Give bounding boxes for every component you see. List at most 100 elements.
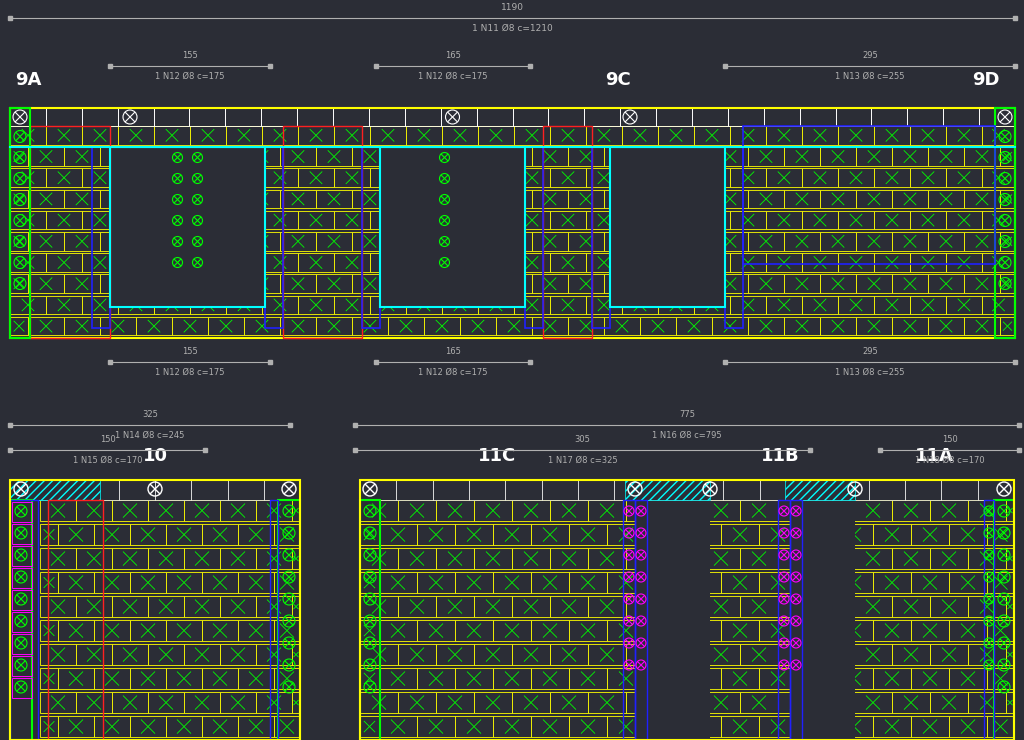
Bar xyxy=(778,548,816,569)
Bar xyxy=(928,189,964,208)
Bar xyxy=(1006,644,1014,665)
Bar xyxy=(460,275,496,293)
Bar xyxy=(94,668,130,689)
Bar xyxy=(816,548,854,569)
Bar xyxy=(928,275,964,293)
Bar xyxy=(626,692,664,713)
Bar xyxy=(694,253,730,272)
Bar xyxy=(227,480,264,500)
Bar xyxy=(360,500,380,740)
Bar xyxy=(743,126,995,263)
Bar xyxy=(820,147,856,166)
Bar xyxy=(759,620,797,641)
Bar xyxy=(334,295,370,314)
Bar xyxy=(928,147,964,166)
Bar xyxy=(802,126,838,144)
Bar xyxy=(759,524,797,545)
Bar xyxy=(208,232,244,251)
Text: 295: 295 xyxy=(862,51,878,60)
Bar xyxy=(379,524,417,545)
Bar xyxy=(130,668,166,689)
Bar xyxy=(592,147,610,328)
Bar xyxy=(155,480,191,500)
Bar xyxy=(478,295,514,314)
Bar xyxy=(946,295,982,314)
Bar xyxy=(607,716,645,737)
Text: 10: 10 xyxy=(142,447,168,465)
Bar xyxy=(892,644,930,665)
Bar xyxy=(778,596,816,617)
Bar xyxy=(854,548,892,569)
Bar xyxy=(63,147,100,166)
Text: 1 N12 Ø8 c=175: 1 N12 Ø8 c=175 xyxy=(156,368,224,377)
Bar xyxy=(607,668,645,689)
Bar xyxy=(911,572,949,593)
Bar xyxy=(226,126,262,144)
Bar xyxy=(910,169,946,187)
Bar xyxy=(1000,275,1015,293)
Bar xyxy=(100,189,136,208)
Bar xyxy=(778,500,816,521)
Bar xyxy=(802,253,838,272)
Bar xyxy=(784,189,820,208)
Bar xyxy=(835,716,873,737)
Bar xyxy=(40,620,58,641)
Bar xyxy=(360,692,398,713)
Bar xyxy=(578,480,614,500)
Bar xyxy=(406,169,442,187)
Bar xyxy=(1013,64,1017,68)
Bar xyxy=(274,668,300,689)
Bar xyxy=(949,716,987,737)
Bar xyxy=(172,275,208,293)
Bar xyxy=(388,232,424,251)
Bar xyxy=(868,480,905,500)
Bar xyxy=(874,253,910,272)
Bar xyxy=(640,147,676,166)
Bar xyxy=(226,295,262,314)
Bar xyxy=(478,253,514,272)
Bar xyxy=(797,716,835,737)
Bar xyxy=(360,668,379,689)
Bar xyxy=(298,126,334,144)
Bar xyxy=(370,211,406,229)
Bar xyxy=(360,524,379,545)
Bar xyxy=(664,500,702,521)
Bar xyxy=(856,189,892,208)
Bar xyxy=(721,524,759,545)
Bar xyxy=(406,253,442,272)
Bar xyxy=(664,692,702,713)
Bar xyxy=(374,64,378,68)
Bar xyxy=(760,480,796,500)
Bar xyxy=(892,596,930,617)
Bar xyxy=(108,360,112,364)
Bar xyxy=(398,596,436,617)
Bar xyxy=(46,169,82,187)
Bar xyxy=(854,596,892,617)
Bar xyxy=(220,500,256,521)
Bar xyxy=(256,500,292,521)
Bar xyxy=(154,169,190,187)
Bar xyxy=(94,524,130,545)
Text: 1 N12 Ø8 c=175: 1 N12 Ø8 c=175 xyxy=(156,72,224,81)
Bar xyxy=(838,253,874,272)
Bar xyxy=(604,275,640,293)
Bar xyxy=(256,548,292,569)
Bar xyxy=(203,448,207,452)
Bar xyxy=(645,668,683,689)
Bar xyxy=(119,480,155,500)
Bar xyxy=(766,253,802,272)
Bar xyxy=(274,572,300,593)
Bar xyxy=(838,211,874,229)
Text: 11A: 11A xyxy=(915,447,954,465)
Bar xyxy=(82,126,118,144)
Bar xyxy=(930,644,968,665)
Bar xyxy=(112,596,148,617)
Bar xyxy=(442,211,478,229)
Bar xyxy=(604,147,640,166)
Bar xyxy=(360,500,398,521)
Bar xyxy=(1017,448,1021,452)
Bar xyxy=(130,620,166,641)
Bar xyxy=(190,169,226,187)
Bar xyxy=(987,668,1014,689)
Bar xyxy=(46,126,82,144)
